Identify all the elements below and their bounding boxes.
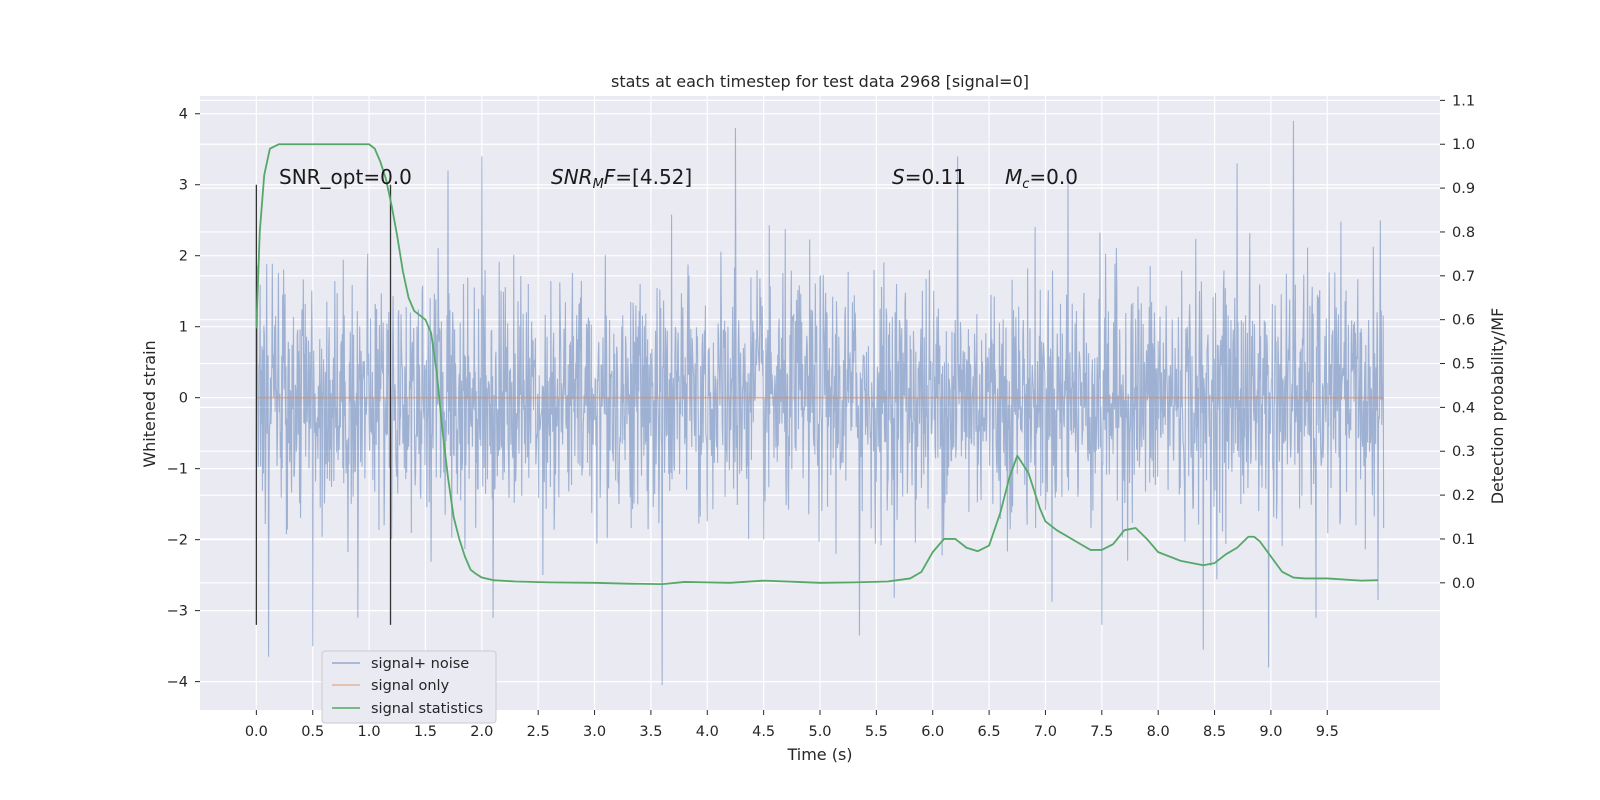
- annotation-mc: Mc=0.0: [1005, 165, 1078, 192]
- y-tick-label: −4: [167, 675, 188, 691]
- y2-tick-label: 0.4: [1452, 400, 1475, 416]
- y2-tick-label: 0.3: [1452, 444, 1475, 460]
- y2-axis-ticks: 1.1 1.0 0.9 0.8 0.7 0.6 0.5 0.4 0.3 0.2 0.1 0.0: [1440, 93, 1475, 592]
- x-tick-label: 3.0: [583, 724, 606, 740]
- x-tick-label: 2.0: [470, 724, 493, 740]
- chart-title: stats at each timestep for test data 296…: [611, 72, 1029, 91]
- x-tick-label: 6.0: [921, 724, 944, 740]
- statistics-series: [255, 143, 1379, 586]
- y2-tick-label: 1.1: [1452, 93, 1475, 109]
- x-tick-label: 6.5: [978, 724, 1001, 740]
- legend: signal+ noise signal only signal statist…: [321, 650, 497, 724]
- x-tick-label: 5.5: [865, 724, 888, 740]
- x-tick-label: 8.0: [1147, 724, 1170, 740]
- y2-axis-label: Detection probability/MF: [1488, 308, 1507, 505]
- y2-tick-label: 0.9: [1452, 181, 1475, 197]
- annotation-snr-opt: SNR_opt=0.0: [279, 165, 412, 189]
- x-tick-label: 2.5: [527, 724, 550, 740]
- x-tick-label: 0.5: [301, 724, 324, 740]
- y2-tick-label: 0.6: [1452, 313, 1475, 329]
- annotation-snr-mf: SNRMF=[4.52]: [551, 165, 692, 192]
- x-tick-label: 5.0: [808, 724, 831, 740]
- x-tick-label: 8.5: [1203, 724, 1226, 740]
- y-tick-label: 0: [179, 391, 188, 407]
- legend-label-statistics: signal statistics: [371, 701, 483, 717]
- legend-label-noise: signal+ noise: [371, 656, 469, 672]
- x-tick-label: 9.0: [1259, 724, 1282, 740]
- y-tick-label: −3: [167, 604, 188, 620]
- y-tick-label: 4: [179, 107, 188, 123]
- x-tick-label: 9.5: [1316, 724, 1339, 740]
- y-tick-label: −1: [167, 462, 188, 478]
- noise-line: [255, 120, 1385, 686]
- x-tick-label: 7.0: [1034, 724, 1057, 740]
- statistics-line: [255, 143, 1379, 586]
- annotation-s-stat: S=0.11: [892, 165, 966, 189]
- x-tick-label: 4.0: [696, 724, 719, 740]
- x-axis-ticks: 0.0 0.5 1.0 1.5 2.0 2.5 3.0 3.5 4.0 4.5 5.0 5.5 6.0 6…: [245, 710, 1339, 740]
- x-tick-label: 4.5: [752, 724, 775, 740]
- y2-tick-label: 0.1: [1452, 532, 1475, 548]
- y-tick-label: 1: [179, 320, 188, 336]
- y-tick-label: 3: [179, 178, 188, 194]
- x-tick-label: 1.0: [358, 724, 381, 740]
- x-tick-label: 3.5: [639, 724, 662, 740]
- y-axis-label: Whitened strain: [140, 340, 159, 467]
- y2-tick-label: 0.7: [1452, 269, 1475, 285]
- y2-tick-label: 0.0: [1452, 576, 1475, 592]
- y2-tick-label: 0.5: [1452, 357, 1475, 373]
- grid-lines: [200, 96, 1440, 710]
- vertical-markers: [255, 184, 392, 625]
- x-tick-label: 0.0: [245, 724, 268, 740]
- y2-tick-label: 0.2: [1452, 488, 1475, 504]
- y-axis-ticks: 4 3 2 1 0 −1 −2 −3 −4: [167, 107, 200, 691]
- y2-tick-label: 0.8: [1452, 225, 1475, 241]
- x-axis-label: Time (s): [786, 745, 852, 764]
- legend-label-signal: signal only: [371, 678, 450, 694]
- noise-series: [255, 120, 1385, 686]
- x-tick-label: 7.5: [1090, 724, 1113, 740]
- x-tick-label: 1.5: [414, 724, 437, 740]
- y-tick-label: 2: [179, 249, 188, 265]
- legend-box: [321, 650, 497, 724]
- y2-tick-label: 1.0: [1452, 137, 1475, 153]
- y-tick-label: −2: [167, 533, 188, 549]
